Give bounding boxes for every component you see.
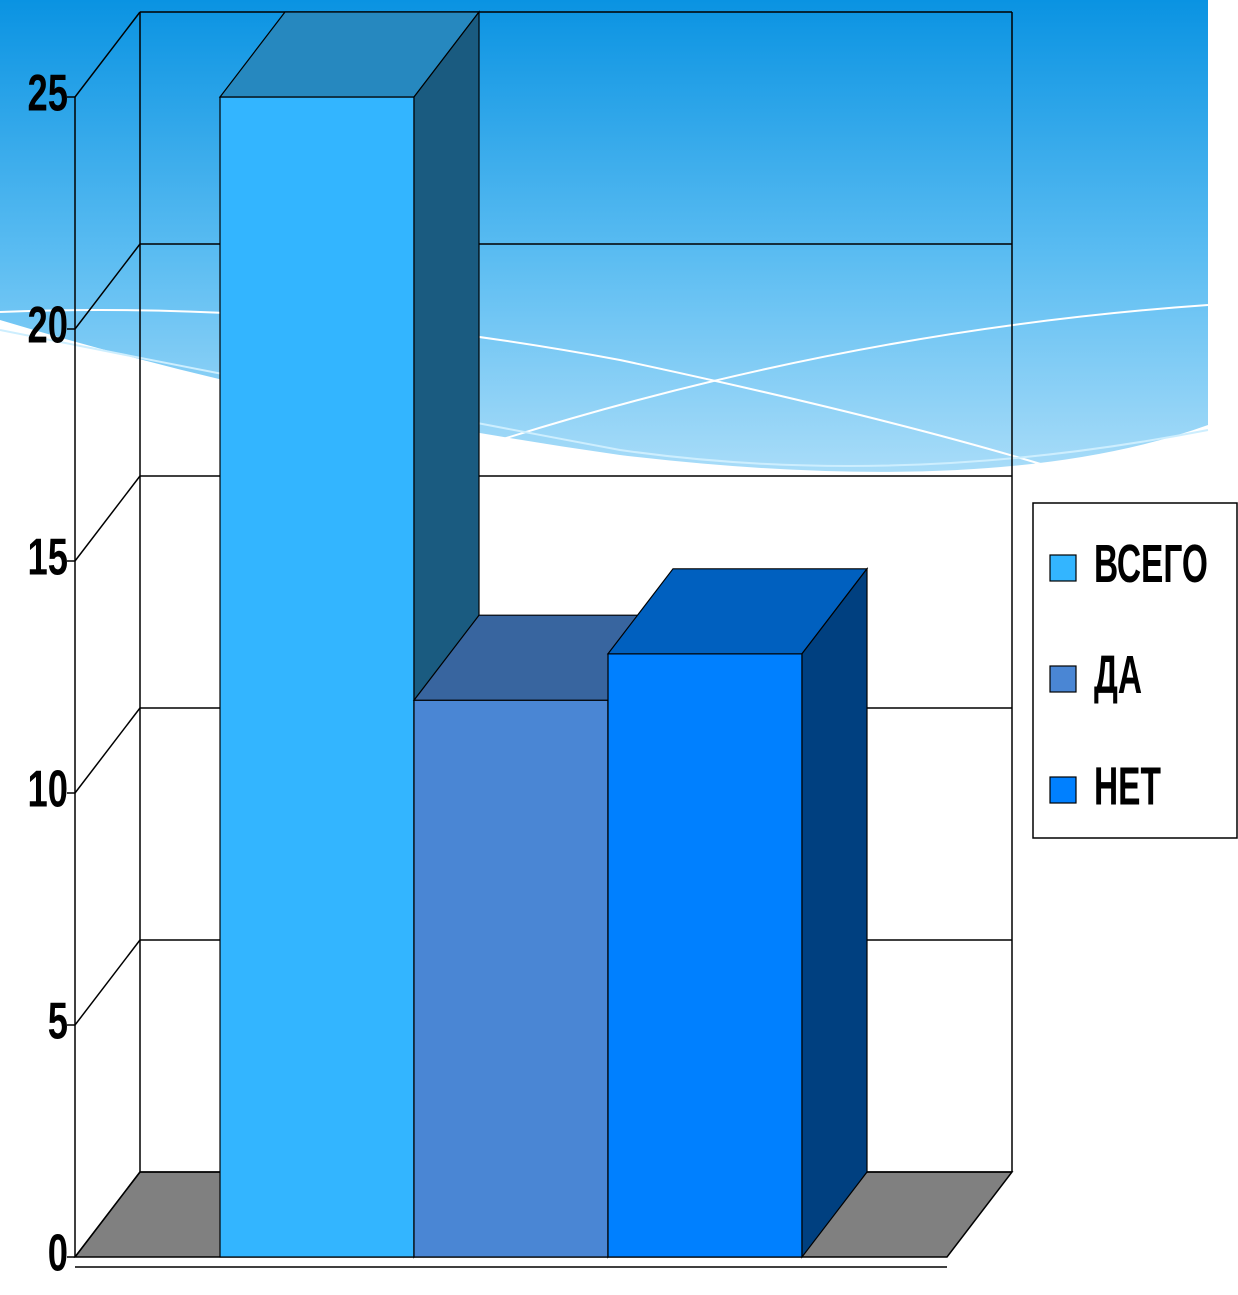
legend-swatch (1049, 776, 1077, 804)
legend-label: ВСЕГО (1094, 533, 1208, 594)
plot-area: 0 5 10 15 20 25 ВСЕГО ДА НЕТ (28, 10, 1238, 1282)
grid-line (74, 939, 141, 1026)
grid-line (74, 243, 141, 330)
y-tick-label: 10 (28, 759, 68, 818)
legend-swatch (1049, 554, 1077, 582)
legend-label: ДА (1094, 644, 1142, 705)
grid-line (74, 707, 141, 794)
legend-swatch (1049, 665, 1077, 693)
y-tick-label: 5 (48, 991, 68, 1050)
legend-label: НЕТ (1094, 755, 1161, 816)
grid-line (74, 1171, 141, 1258)
y-tick-label: 0 (48, 1223, 68, 1282)
grid-line (74, 11, 141, 98)
bar-front (413, 699, 609, 1258)
grid-line (74, 475, 141, 562)
background (0, 0, 1209, 472)
y-tick-label: 20 (28, 295, 68, 354)
bar-side (801, 567, 868, 1259)
bar-front (219, 96, 415, 1258)
y-tick-label: 25 (28, 63, 68, 122)
legend: ВСЕГО ДА НЕТ (1032, 502, 1238, 839)
bar-front (607, 653, 803, 1258)
y-tick-label: 15 (28, 527, 68, 586)
